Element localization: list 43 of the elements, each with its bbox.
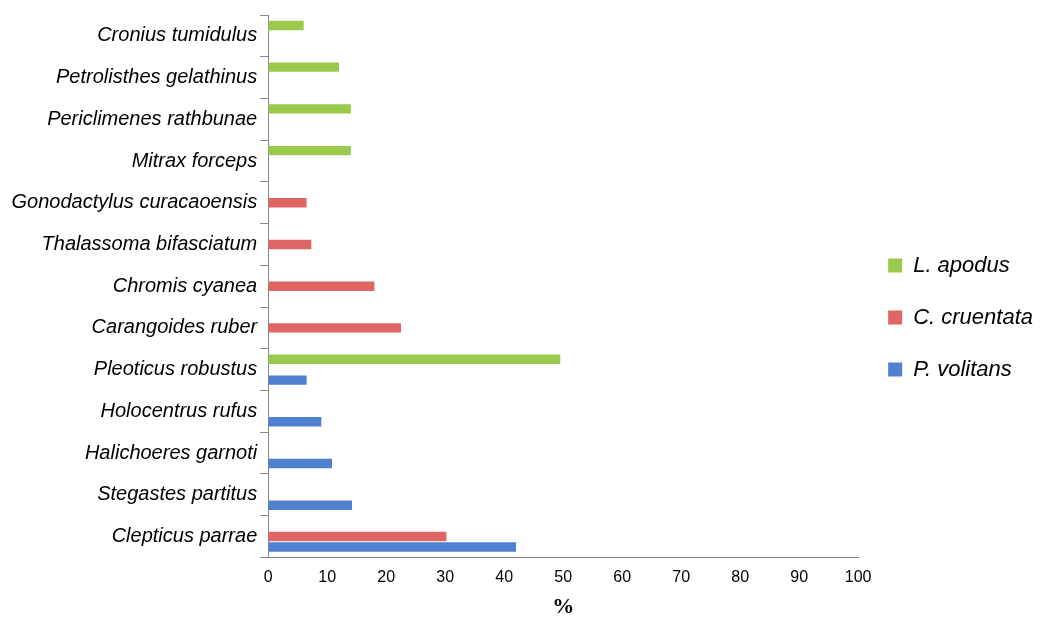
bar [268, 281, 375, 291]
bar [268, 458, 332, 469]
legend-label: P. volitans [913, 355, 1012, 381]
bar [268, 20, 304, 31]
x-tick-label: 0 [263, 568, 273, 586]
y-tick-label: Mitrax forceps [131, 148, 258, 171]
bar [268, 62, 340, 72]
x-axis-title: % [552, 593, 575, 619]
bar [268, 375, 307, 385]
bar [268, 531, 447, 542]
x-tick-label: 90 [790, 568, 809, 586]
y-tick-label: Halichoeres garnoti [84, 440, 258, 463]
y-tick-label: Cronius tumidulus [97, 23, 258, 46]
y-tick-label: Clepticus parrae [111, 524, 258, 547]
y-tick-label: Stegastes partitus [97, 482, 258, 505]
y-tick-label: Periclimenes rathbunae [47, 106, 258, 129]
x-tick-label: 50 [554, 568, 573, 586]
y-tick-label: Pleoticus robustus [93, 357, 258, 380]
bar [268, 104, 351, 114]
x-tick-label: 30 [436, 568, 455, 586]
y-tick-label: Chromis cyanea [112, 273, 258, 296]
bar [268, 354, 561, 364]
legend-label: L. apodus [913, 251, 1010, 277]
x-tick-label: 20 [377, 568, 396, 586]
y-tick-label: Petrolisthes gelathinus [56, 65, 258, 88]
legend-label: C. cruentata [913, 303, 1033, 329]
x-tick-label: 40 [495, 568, 514, 586]
x-tick-label: 80 [731, 568, 750, 586]
bar [268, 198, 307, 208]
x-tick-label: 70 [672, 568, 691, 586]
bar [268, 417, 322, 427]
y-tick-label: Carangoides ruber [91, 315, 259, 338]
bar [268, 500, 353, 510]
x-tick-label: 60 [613, 568, 632, 586]
y-tick-label: Holocentrus rufus [100, 398, 258, 421]
y-tick-label: Thalassoma bifasciatum [41, 232, 258, 255]
bar [268, 323, 401, 333]
bar [268, 542, 517, 552]
x-tick-label: 100 [844, 568, 872, 586]
bar [268, 145, 351, 156]
bar [268, 239, 312, 250]
x-tick-label: 10 [318, 568, 337, 586]
y-tick-label: Gonodactylus curacaoensis [11, 190, 258, 213]
